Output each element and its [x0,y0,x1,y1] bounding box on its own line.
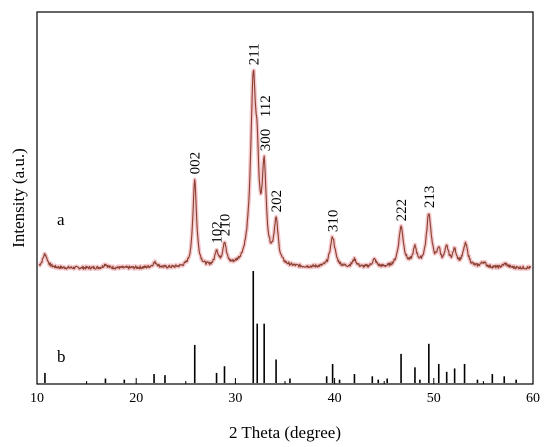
x-tick-label: 10 [30,391,44,406]
peak-label-210: 210 [218,214,234,237]
peak-label-202: 202 [269,190,285,213]
x-axis-title: 2 Theta (degree) [229,423,341,442]
pattern-a [37,68,533,272]
x-tick-label: 30 [228,391,242,406]
pattern-a-line [38,69,532,270]
peak-label-300: 300 [258,129,274,152]
peak-label-211: 211 [246,43,262,65]
x-axis: 10 20 30 40 50 60 [30,378,540,406]
peak-label-213: 213 [422,186,438,209]
series-label-a: a [57,210,65,229]
x-tick-label: 40 [328,391,342,406]
reference-pattern-b [44,271,517,383]
pattern-a-halo [37,68,533,272]
series-label-b: b [57,347,66,366]
peak-label-102: 102 [210,221,226,244]
peak-label-112: 112 [258,95,274,117]
y-axis-title: Intensity (a.u.) [9,148,28,248]
x-tick-label: 60 [526,391,540,406]
x-tick-label: 20 [129,391,143,406]
peak-label-002: 002 [188,152,204,175]
peak-label-222: 222 [394,199,410,222]
peak-label-310: 310 [326,210,342,233]
x-tick-label: 50 [427,391,441,406]
